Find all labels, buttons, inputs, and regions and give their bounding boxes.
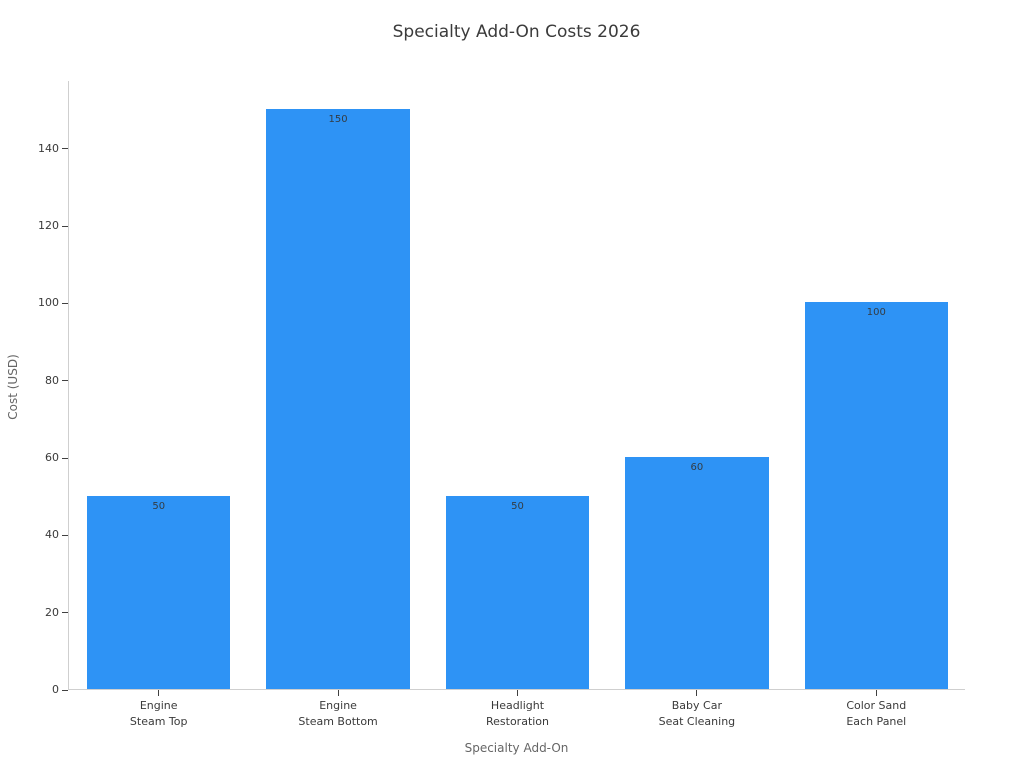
y-tick-mark [62,457,68,459]
x-tick-label: Baby Car Seat Cleaning [659,698,736,730]
bar-baby-car-seat-cleaning: 60 [625,457,769,689]
x-tick-mark [517,690,518,696]
y-tick-mark [62,689,68,691]
x-tick-label-line: Color Sand [846,699,907,712]
bar-headlight-restoration: 50 [445,495,590,689]
x-tick-label-line: Baby Car [671,699,722,712]
y-tick-label: 40 [45,528,59,542]
x-tick-label: Color Sand Each Panel [846,698,906,730]
chart-title: Specialty Add-On Costs 2026 [392,22,641,42]
x-tick-mark [337,690,339,696]
y-tick-mark [62,612,68,614]
y-tick-label: 0 [52,683,59,696]
x-tick-mark [158,690,160,696]
x-tick-label: Engine Steam Top [130,698,188,730]
bar-color-sand-each-panel: 100 [804,302,949,689]
y-tick-label: 80 [45,373,59,387]
x-tick-label: Engine Steam Bottom [298,698,377,730]
y-tick-label: 100 [38,296,59,310]
x-tick-label-line: Each Panel [846,715,907,728]
y-tick-label: 140 [38,141,59,155]
y-tick-mark [62,148,68,150]
x-axis-label: Specialty Add-On [464,741,569,755]
y-tick-mark [62,380,68,382]
x-tick-label-line: Steam Bottom [298,715,378,728]
x-tick-label-line: Headlight [490,699,545,712]
plot-area: 0 20 40 60 80 100 120 140 50 Engine Steam Top 150 En… [38,81,965,728]
x-tick-label-line: Restoration [485,715,550,728]
bar-value-label: 50 [511,500,524,512]
y-tick-label: 20 [45,605,59,619]
x-tick-label-line: Engine [139,699,178,712]
x-tick-mark [875,690,877,696]
bar-value-label: 50 [152,500,166,512]
y-tick-label: 120 [38,219,59,232]
x-tick-label-line: Steam Top [129,715,188,728]
x-tick-label-line: Engine [319,699,357,712]
y-axis-label: Cost (USD) [6,354,20,420]
x-tick-label: Headlight Restoration [486,698,549,730]
bar-engine-steam-bottom: 150 [266,109,410,689]
bar-value-label: 60 [690,462,704,473]
x-tick-mark [696,690,698,696]
x-tick-label-line: Seat Cleaning [658,715,736,728]
y-tick-mark [62,302,68,304]
bar-engine-steam-top: 50 [86,495,231,689]
y-tick-mark [62,225,68,227]
y-tick-mark [62,534,68,536]
bar-value-label: 100 [866,307,886,319]
y-tick-label: 60 [45,451,59,464]
bar-value-label: 150 [328,114,348,125]
